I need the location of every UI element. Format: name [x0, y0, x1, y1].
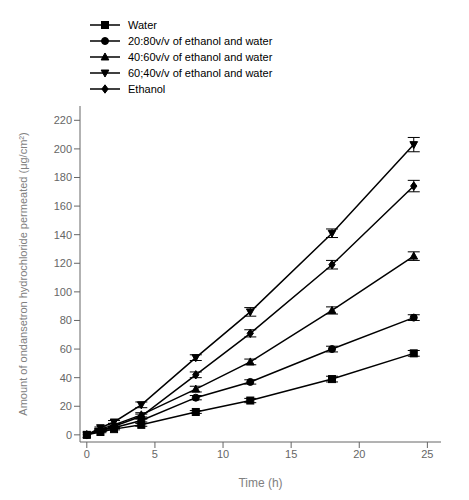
html-text:Water: Water: [128, 19, 157, 31]
svg-text:140: 140: [54, 229, 72, 241]
svg-text:160: 160: [54, 200, 72, 212]
svg-text:25: 25: [421, 448, 433, 460]
svg-text:40: 40: [60, 372, 72, 384]
html-text:Ethanol: Ethanol: [128, 83, 166, 95]
svg-text:0: 0: [84, 448, 90, 460]
svg-text:15: 15: [285, 448, 297, 460]
svg-text:10: 10: [217, 448, 229, 460]
svg-text:200: 200: [54, 143, 72, 155]
svg-text:20: 20: [60, 400, 72, 412]
svg-text:0: 0: [66, 429, 72, 441]
svg-text:220: 220: [54, 114, 72, 126]
svg-text:20: 20: [353, 448, 365, 460]
svg-text:60: 60: [60, 343, 72, 355]
html-text:20:80v/v of ethanol and water: 20:80v/v of ethanol and water: [128, 35, 273, 47]
svg-text:80: 80: [60, 314, 72, 326]
svg-text:180: 180: [54, 171, 72, 183]
svg-text:Amount of ondansetron hydrochl: Amount of ondansetron hydrochloride perm…: [17, 132, 29, 415]
svg-text:Time (h): Time (h): [238, 476, 282, 490]
html-text:40:60v/v of ethanol and water: 40:60v/v of ethanol and water: [128, 51, 273, 63]
svg-text:5: 5: [152, 448, 158, 460]
svg-text:120: 120: [54, 257, 72, 269]
svg-text:100: 100: [54, 286, 72, 298]
html-text:60;40v/v of ethanol and water: 60;40v/v of ethanol and water: [128, 67, 273, 79]
